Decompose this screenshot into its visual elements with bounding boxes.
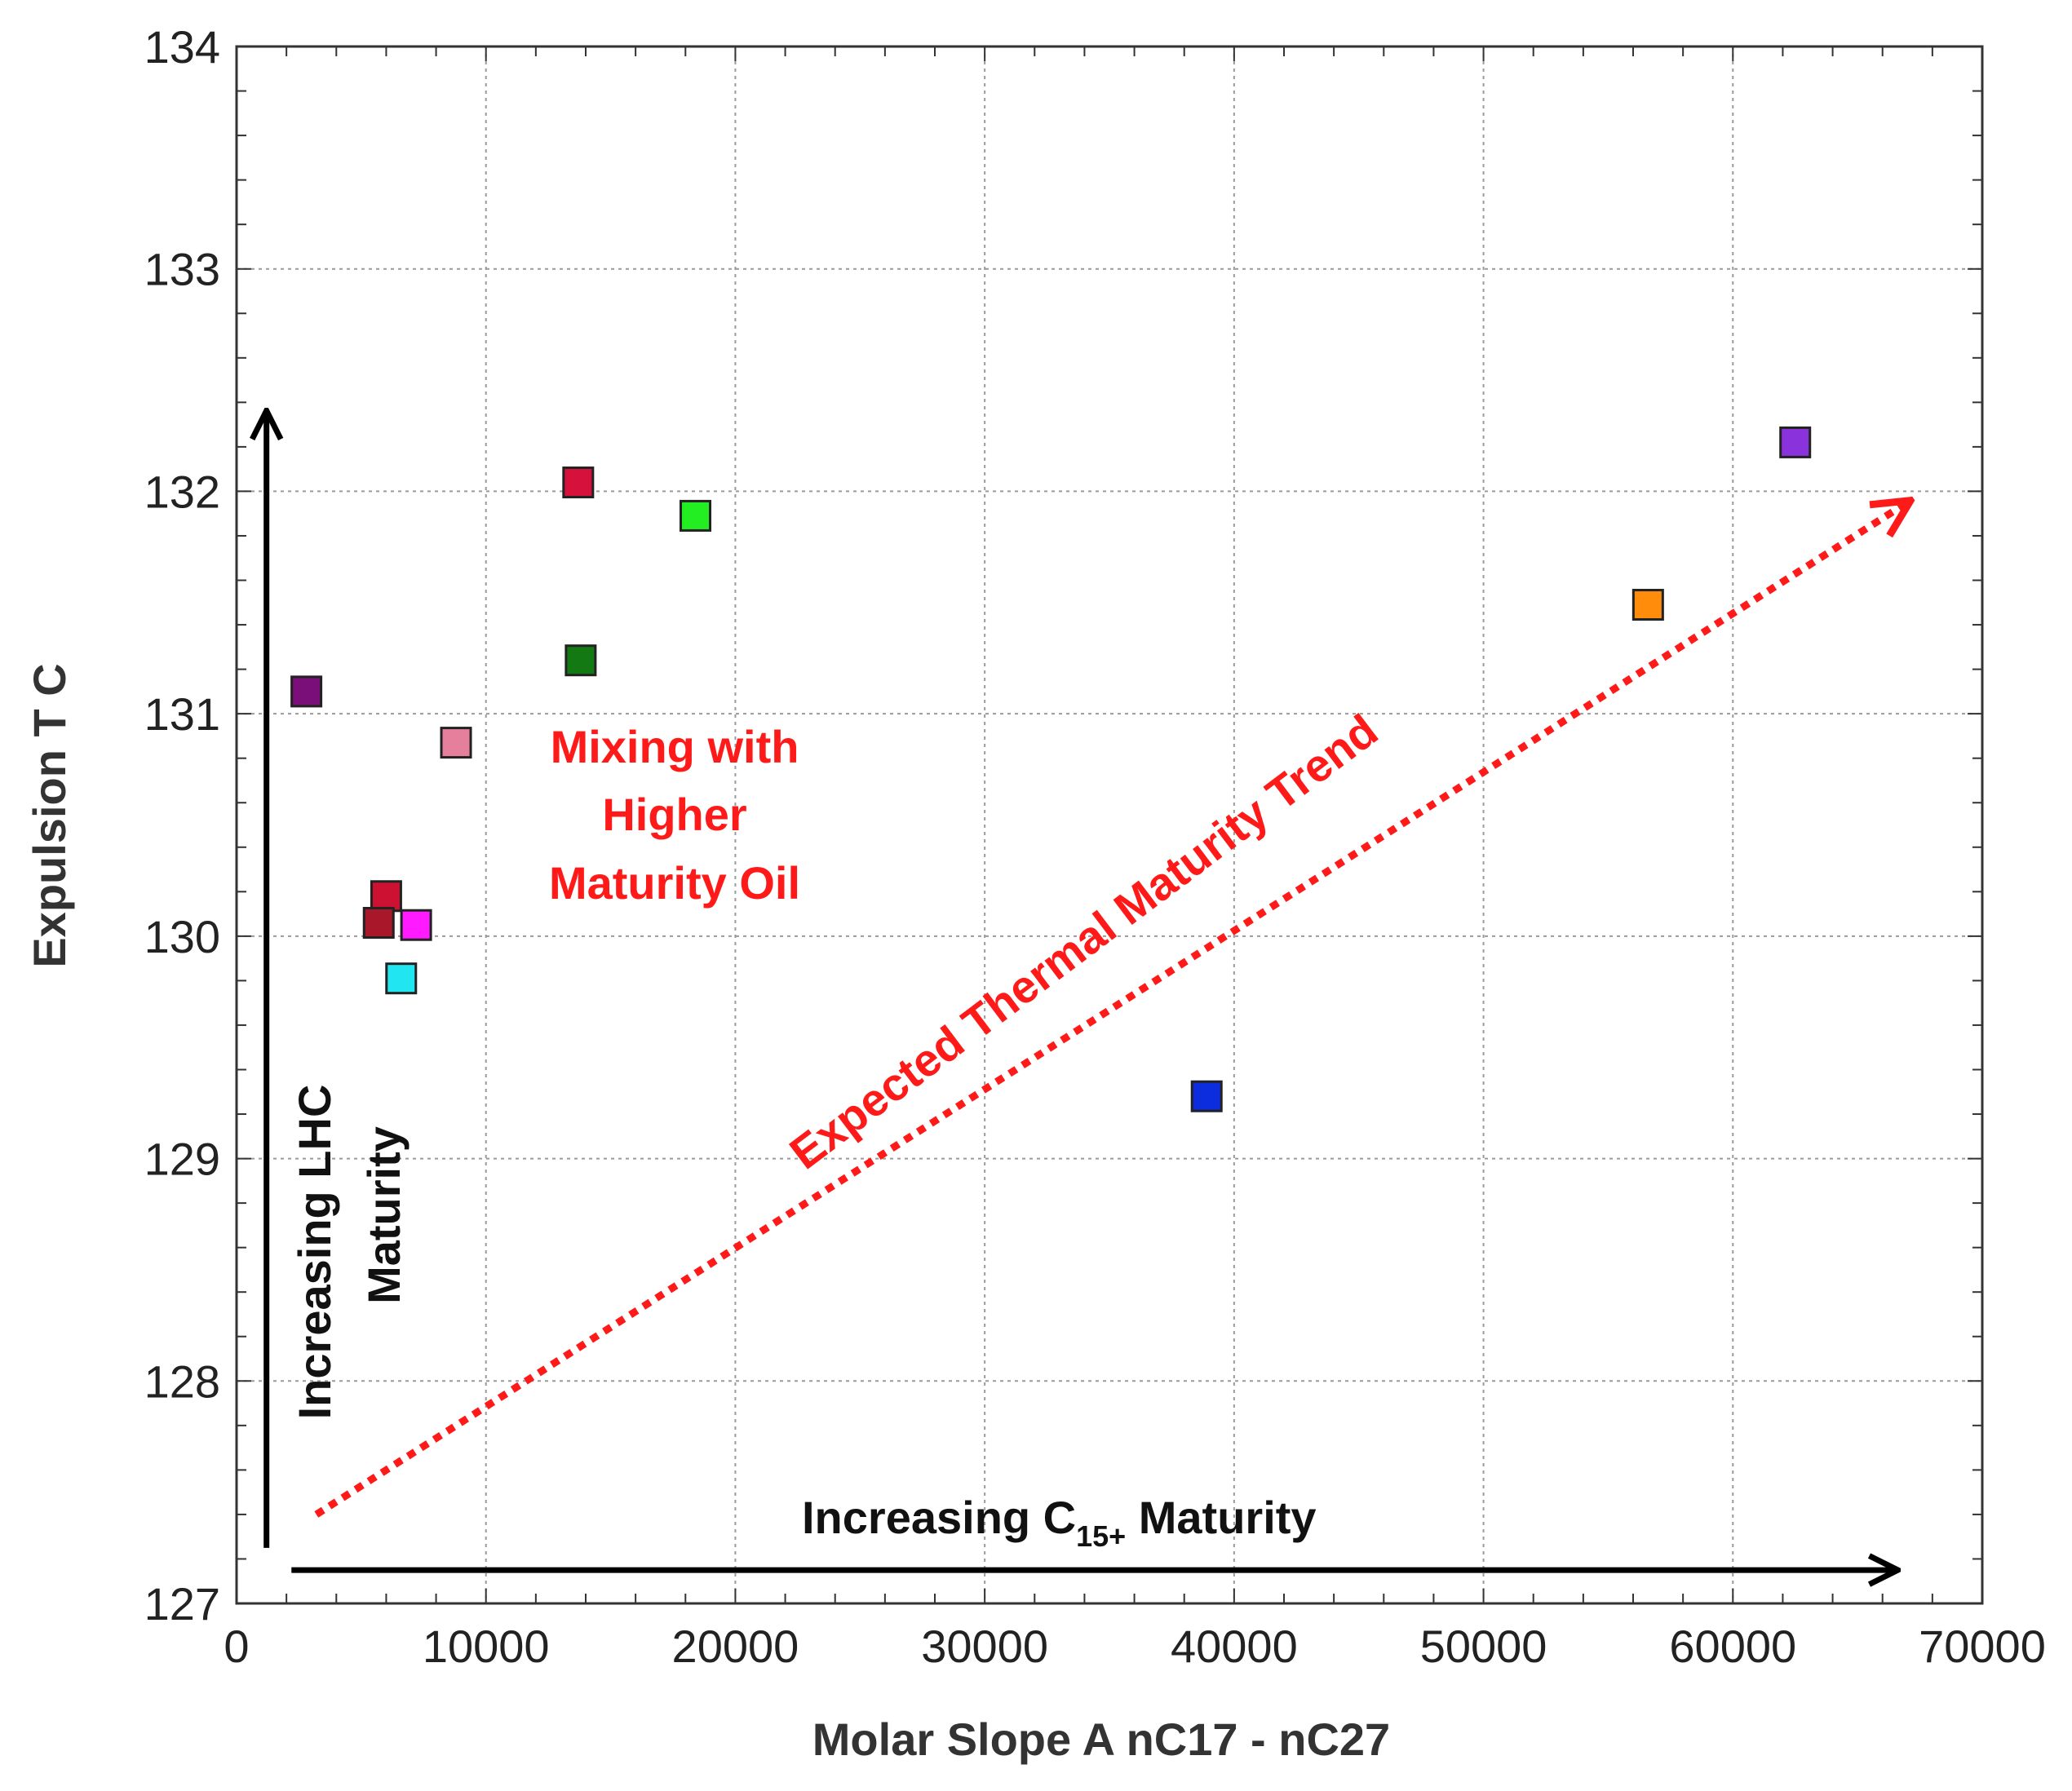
data-point <box>385 962 418 995</box>
y-tick-label: 133 <box>144 244 220 295</box>
lhc-annotation-line2: Maturity <box>358 1126 410 1304</box>
y-tick-label: 132 <box>144 466 220 517</box>
x-tick-labels: 0 10000 20000 30000 40000 50000 60000 70000 <box>224 1621 2045 1672</box>
x-tick-label: 10000 <box>423 1621 550 1672</box>
y-tick-label: 128 <box>144 1355 220 1407</box>
data-point <box>1779 426 1812 458</box>
annotation-arrows <box>267 413 1908 1570</box>
x-axis-title: Molar Slope A nC17 - nC27 <box>812 1714 1390 1765</box>
y-tick-label: 127 <box>144 1578 220 1630</box>
x-tick-label: 30000 <box>921 1621 1048 1672</box>
data-point <box>370 880 402 913</box>
grid-lines <box>237 46 1982 1603</box>
c15-annotation: Increasing C15+ Maturity <box>802 1492 1317 1553</box>
data-point <box>290 675 323 708</box>
data-point <box>440 727 472 759</box>
x-tick-label: 70000 <box>1919 1621 2046 1672</box>
thermal-maturity-trend-arrow <box>314 502 1907 1518</box>
plot-area-frame <box>235 45 1984 1605</box>
y-tick-label: 134 <box>144 21 220 73</box>
data-points <box>290 426 1812 1112</box>
y-tick-label: 130 <box>144 911 220 962</box>
data-point <box>362 906 395 939</box>
data-point <box>1631 589 1664 621</box>
x-tick-label: 0 <box>224 1621 249 1672</box>
x-tick-label: 60000 <box>1669 1621 1796 1672</box>
data-point <box>562 467 595 499</box>
lhc-annotation-line1: Increasing LHC <box>289 1085 340 1420</box>
mixing-annotation-line1: Mixing with <box>551 721 799 772</box>
data-point <box>400 909 432 941</box>
minor-ticks <box>236 46 1983 1604</box>
mixing-annotation-line2: Higher <box>602 789 746 840</box>
mixing-annotation-line3: Maturity Oil <box>549 857 800 909</box>
y-tick-label: 131 <box>144 688 220 740</box>
data-point <box>1190 1080 1223 1112</box>
x-tick-label: 50000 <box>1420 1621 1547 1672</box>
x-tick-label: 20000 <box>672 1621 799 1672</box>
trend-annotation: Expected Thermal Maturity Trend <box>780 704 1387 1179</box>
x-tick-label: 40000 <box>1171 1621 1298 1672</box>
y-tick-label: 129 <box>144 1134 220 1185</box>
data-point <box>564 644 597 677</box>
data-point <box>680 499 712 532</box>
y-axis-title: Expulsion T C <box>24 663 75 967</box>
y-tick-labels: 127 128 129 130 131 132 133 134 <box>144 21 220 1630</box>
